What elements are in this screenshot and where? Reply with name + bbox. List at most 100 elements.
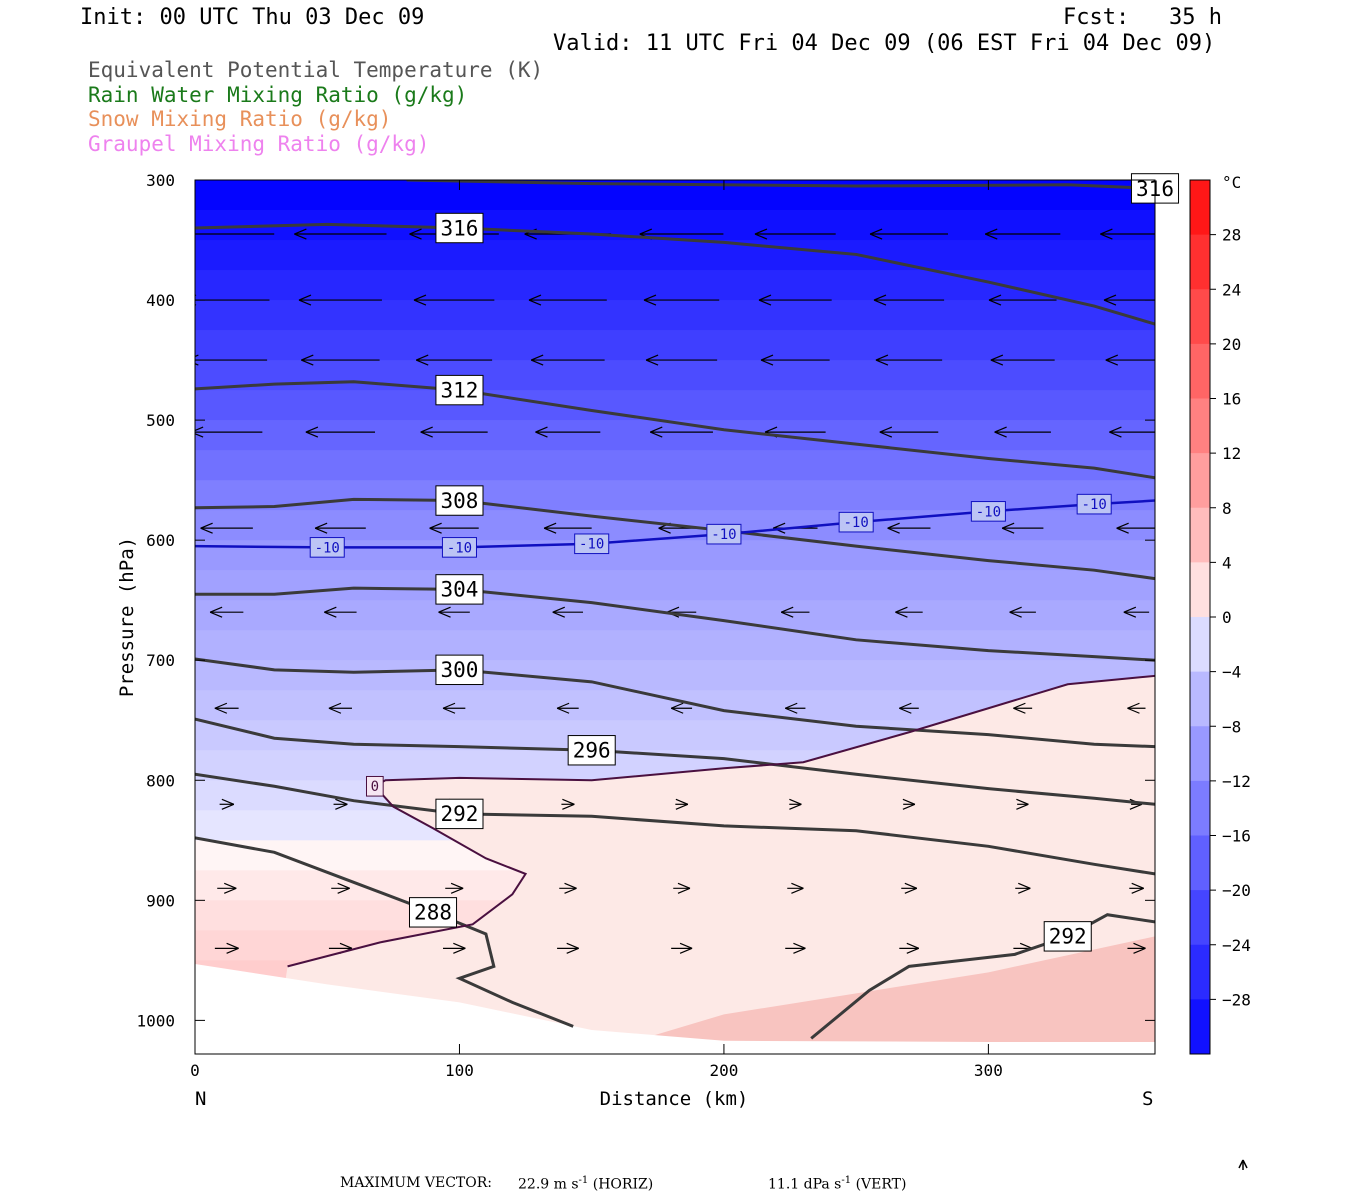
contour-label: 0 (371, 779, 379, 795)
wind-vector (298, 294, 382, 306)
contour-label-box (435, 212, 484, 244)
temperature-band (195, 660, 1155, 692)
wind-vector (214, 942, 239, 954)
temperature-band (195, 390, 1155, 422)
wind-vector (415, 354, 493, 366)
contour-label-box (970, 501, 1006, 522)
contour-label: 288 (414, 901, 452, 925)
contour-label: -10 (579, 537, 604, 553)
temperature-band (195, 630, 1155, 662)
wind-vector (650, 426, 713, 438)
contour-label: -10 (844, 515, 869, 531)
wind-vector (543, 522, 592, 534)
temperature-band (195, 450, 1155, 482)
contour-label-box (309, 537, 345, 558)
wind-vector (1127, 702, 1146, 714)
wind-vector (443, 942, 466, 954)
contour-label-box (1076, 493, 1112, 515)
wind-vector (214, 702, 239, 714)
wind-vector (420, 426, 488, 438)
contour-label-box (1043, 921, 1092, 952)
wind-vector (787, 882, 804, 894)
wind-vector (899, 942, 920, 954)
wind-vector (314, 522, 366, 534)
x-tick-label: 0 (190, 1061, 200, 1080)
wind-vector (673, 882, 691, 894)
wind-vector (200, 522, 253, 534)
colorbar-tick-label: 16 (1222, 390, 1241, 409)
wind-vector (530, 354, 605, 366)
legend-snow: Snow Mixing Ratio (g/kg) (88, 107, 392, 131)
contour-label: 292 (1049, 925, 1087, 949)
contour-lines (195, 180, 1155, 1040)
contour-label: -10 (976, 504, 1001, 520)
colorbar-unit: °C (1222, 173, 1241, 192)
wind-vector (990, 354, 1055, 366)
wind-vector (305, 426, 376, 438)
wind-vector (1016, 798, 1029, 810)
temperature-band (195, 240, 1155, 272)
contour-label: 296 (573, 739, 611, 763)
forecast-hour: Fcst: 35 h (1063, 5, 1222, 30)
wind-vector (535, 426, 601, 438)
wind-vector (333, 798, 348, 810)
x-tick-label: 100 (445, 1061, 474, 1080)
colorbar-tick-label: −16 (1222, 827, 1251, 846)
colorbar-step (1190, 180, 1210, 236)
temperature-field (195, 180, 1155, 1054)
wind-vector (1015, 882, 1031, 894)
wind-vector (1123, 606, 1150, 618)
y-tick-label: 800 (146, 771, 175, 790)
wind-vector (875, 354, 943, 366)
temperature-band (195, 540, 1155, 572)
wind-vector (789, 798, 802, 810)
wind-vector (901, 882, 918, 894)
contour-label-box (435, 574, 484, 605)
wind-vector (643, 294, 720, 306)
colorbar-step (1190, 617, 1210, 673)
y-tick-label: 500 (146, 411, 175, 430)
wind-vector (1129, 882, 1144, 894)
colorbar-step (1190, 507, 1210, 563)
contour-label-box (365, 775, 384, 797)
wind-vector (1127, 942, 1146, 954)
wind-vector (988, 294, 1057, 306)
wind-vector (785, 942, 806, 954)
colorbar-step (1190, 453, 1210, 509)
reference-vector-icon (1238, 1159, 1248, 1170)
y-tick-label: 600 (146, 531, 175, 550)
wind-vector (879, 426, 939, 438)
colorbar-step (1190, 890, 1210, 946)
temperature-band (195, 420, 1155, 452)
contour-label: 312 (440, 378, 478, 402)
contour-label: 316 (440, 216, 478, 240)
contour-label-box (574, 533, 610, 555)
colorbar: 28 24 20 16 12 8 4 0 −4 −8 −12 −16 −20 −24 −28 (1189, 179, 1251, 1055)
theta-e-contour (195, 380, 1155, 480)
colorbar-tick-label: −24 (1222, 936, 1251, 955)
colorbar-step (1190, 999, 1210, 1055)
contour-label-box (567, 735, 616, 766)
wind-vector (557, 942, 579, 954)
colorbar-tick-label: −28 (1222, 990, 1251, 1009)
wind-vector (556, 702, 579, 714)
max-horiz-vector: 22.9 m s-1 (HORIZ) (518, 1175, 654, 1193)
colorbar-tick-label: −8 (1222, 717, 1241, 736)
wind-vector (324, 606, 357, 618)
wind-vector (219, 798, 235, 810)
colorbar-tick-label: 0 (1222, 608, 1232, 627)
theta-e-contour (406, 180, 1155, 190)
wind-vector (195, 426, 263, 438)
contour-label: -10 (711, 527, 736, 543)
wind-vector (1103, 294, 1155, 306)
contour-label-box (441, 537, 477, 558)
colorbar-tick-label: 20 (1222, 335, 1241, 354)
wind-vector (561, 798, 575, 810)
wind-vector (760, 354, 830, 366)
temperature-band (195, 330, 1155, 362)
wind-vector (1116, 522, 1155, 534)
max-vector-label: MAXIMUM VECTOR: (340, 1175, 492, 1191)
contour-label-box (408, 897, 458, 928)
